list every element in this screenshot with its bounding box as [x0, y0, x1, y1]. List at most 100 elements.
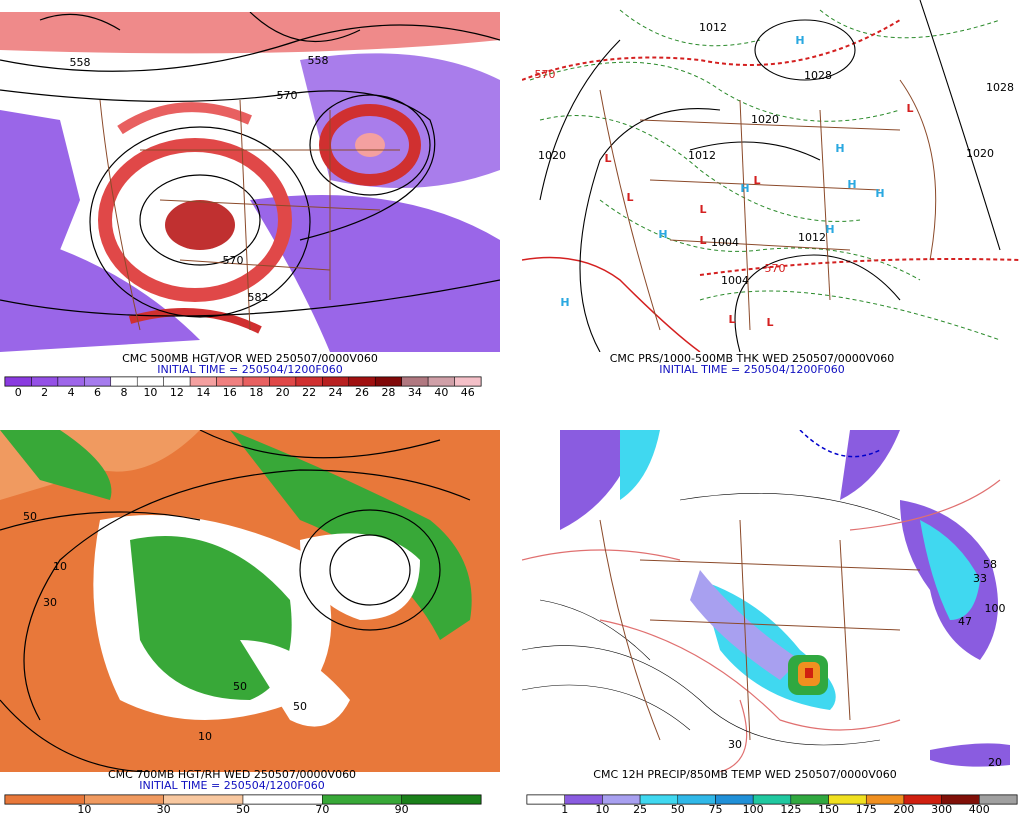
map-label: L [626, 191, 633, 204]
map-500mb [0, 12, 500, 352]
map-label: 1004 [721, 274, 749, 287]
colorbar-swatch [4, 794, 85, 805]
map-label: 50 [293, 700, 307, 713]
colorbar-swatch [163, 794, 244, 805]
colorbar-label: 50 [671, 803, 685, 816]
colorbar-swatch [110, 376, 138, 387]
map-label: 558 [70, 56, 91, 69]
colorbar-label: 22 [302, 386, 316, 399]
colorbar-swatch [216, 376, 244, 387]
map-precip [522, 430, 1020, 772]
colorbar-label: 8 [121, 386, 128, 399]
colorbar-label: 16 [223, 386, 237, 399]
colorbar-label: 100 [743, 803, 764, 816]
panel-title: CMC 700MB HGT/RH WED 250507/0000V060 [108, 768, 356, 781]
colorbar-label: 50 [236, 803, 250, 816]
colorbar-label: 300 [931, 803, 952, 816]
map-label: 10 [198, 730, 212, 743]
panel-title: CMC 500MB HGT/VOR WED 250507/0000V060 [122, 352, 378, 365]
colorbar-label: 46 [461, 386, 475, 399]
colorbar-label: 1 [561, 803, 568, 816]
colorbar-label: 28 [381, 386, 395, 399]
colorbar-label: 26 [355, 386, 369, 399]
colorbar-swatch [401, 794, 482, 805]
colorbar-label: 90 [395, 803, 409, 816]
map-label: 20 [988, 756, 1002, 769]
colorbar-label: 34 [408, 386, 422, 399]
colorbar-swatch [163, 376, 191, 387]
colorbar-label: 2 [41, 386, 48, 399]
map-label: L [766, 316, 773, 329]
colorbar-label: 6 [94, 386, 101, 399]
map-label: 570 [277, 89, 298, 102]
map-label: H [560, 296, 569, 309]
colorbar-swatch [84, 376, 112, 387]
map-label: L [728, 313, 735, 326]
map-label: H [795, 34, 804, 47]
map-label: 1020 [751, 113, 779, 126]
map-label: 1012 [688, 149, 716, 162]
colorbar-swatch [979, 794, 1018, 805]
colorbar-swatch [31, 376, 59, 387]
colorbar-swatch [242, 794, 323, 805]
initial-time: INITIAL TIME = 250504/1200F060 [157, 363, 342, 376]
colorbar-label: 125 [780, 803, 801, 816]
map-label: 582 [248, 291, 269, 304]
map-label: 58 [983, 558, 997, 571]
colorbar-swatch [322, 376, 350, 387]
map-label: 570 [535, 68, 556, 81]
colorbar-swatch [348, 376, 376, 387]
colorbar-label: 30 [157, 803, 171, 816]
panel-title: CMC PRS/1000-500MB THK WED 250507/0000V0… [610, 352, 895, 365]
colorbar-label: 24 [329, 386, 343, 399]
colorbar-label: 10 [143, 386, 157, 399]
colorbar-label: 40 [434, 386, 448, 399]
colorbar-swatch [374, 376, 402, 387]
colorbar-label: 75 [708, 803, 722, 816]
colorbar-swatch [136, 376, 164, 387]
map-label: L [699, 203, 706, 216]
map-label: 1028 [804, 69, 832, 82]
colorbar-swatch [242, 376, 270, 387]
map-surface-pressure [522, 0, 1020, 352]
map-label: 30 [728, 738, 742, 751]
map-label: L [906, 102, 913, 115]
map-label: H [847, 178, 856, 191]
colorbar-swatch [322, 794, 402, 805]
map-label: L [753, 174, 760, 187]
colorbar-label: 10 [77, 803, 91, 816]
map-label: 1028 [986, 81, 1014, 94]
colorbar-swatch [269, 376, 297, 387]
colorbar-swatch [189, 376, 217, 387]
colorbar-label: 200 [893, 803, 914, 816]
colorbar-label: 175 [856, 803, 877, 816]
map-label: 1012 [798, 231, 826, 244]
colorbar-label: 10 [595, 803, 609, 816]
colorbar-label: 150 [818, 803, 839, 816]
map-label: 30 [43, 596, 57, 609]
colorbar-label: 20 [276, 386, 290, 399]
colorbar-swatch [454, 376, 482, 387]
map-700mb [0, 430, 500, 772]
panel-title: CMC 12H PRECIP/850MB TEMP WED 250507/000… [593, 768, 896, 781]
colorbar-label: 70 [315, 803, 329, 816]
map-label: H [658, 228, 667, 241]
colorbar-swatch [57, 376, 85, 387]
map-label: 570 [223, 254, 244, 267]
colorbar-label: 4 [68, 386, 75, 399]
map-label: 10 [53, 560, 67, 573]
map-label: H [740, 182, 749, 195]
map-label: H [825, 223, 834, 236]
map-label: 570 [765, 262, 786, 275]
colorbar-swatch [401, 376, 429, 387]
colorbar-label: 400 [969, 803, 990, 816]
map-label: 50 [23, 510, 37, 523]
map-label: 1020 [538, 149, 566, 162]
colorbar-swatch [295, 376, 323, 387]
map-label: H [875, 187, 884, 200]
initial-time: INITIAL TIME = 250504/1200F060 [659, 363, 844, 376]
colorbar-label: 12 [170, 386, 184, 399]
map-label: 1004 [711, 236, 739, 249]
colorbar-swatch [427, 376, 455, 387]
